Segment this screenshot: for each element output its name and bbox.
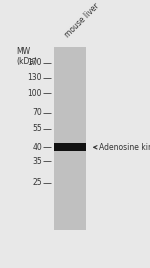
- Bar: [54, 143, 86, 151]
- Text: 40: 40: [32, 143, 42, 152]
- Text: 70: 70: [32, 108, 42, 117]
- Text: 55: 55: [32, 124, 42, 133]
- Text: 130: 130: [27, 73, 42, 82]
- Text: 170: 170: [27, 58, 42, 67]
- Text: 100: 100: [27, 88, 42, 98]
- Text: MW
(kDa): MW (kDa): [16, 47, 38, 66]
- Bar: [54, 47, 86, 230]
- Text: Adenosine kinase: Adenosine kinase: [99, 143, 150, 152]
- Text: mouse liver: mouse liver: [63, 1, 101, 39]
- Text: 25: 25: [32, 178, 42, 187]
- Text: 35: 35: [32, 157, 42, 166]
